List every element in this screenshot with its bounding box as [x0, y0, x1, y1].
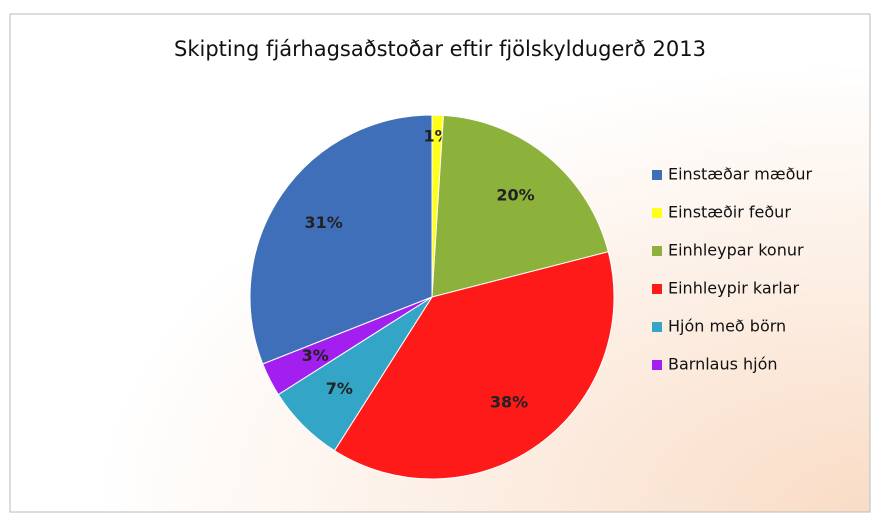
legend-label: Einhleypir karlar — [668, 279, 799, 298]
data-label: 7% — [326, 379, 353, 398]
legend-label: Barnlaus hjón — [668, 355, 778, 374]
data-label: 3% — [302, 346, 329, 365]
data-label: 31% — [304, 213, 342, 232]
chart-title: Skipting fjárhagsaðstoðar eftir fjölskyl… — [174, 37, 706, 61]
legend-label: Hjón með börn — [668, 317, 786, 336]
legend-swatch — [652, 360, 662, 370]
pie-slice — [333, 251, 615, 480]
legend-swatch — [652, 284, 662, 294]
legend-label: Einstæðar mæður — [668, 165, 813, 184]
legend-swatch — [652, 246, 662, 256]
legend-swatch — [652, 322, 662, 332]
pie-slice — [249, 114, 433, 365]
pie-slice — [262, 296, 433, 396]
data-label: 20% — [496, 186, 534, 205]
pie-slice — [431, 114, 609, 298]
data-label: 38% — [490, 393, 528, 412]
legend-swatch — [652, 170, 662, 180]
legend-label: Einhleypar konur — [668, 241, 804, 260]
legend-swatch — [652, 208, 662, 218]
legend-label: Einstæðir feður — [668, 203, 791, 222]
